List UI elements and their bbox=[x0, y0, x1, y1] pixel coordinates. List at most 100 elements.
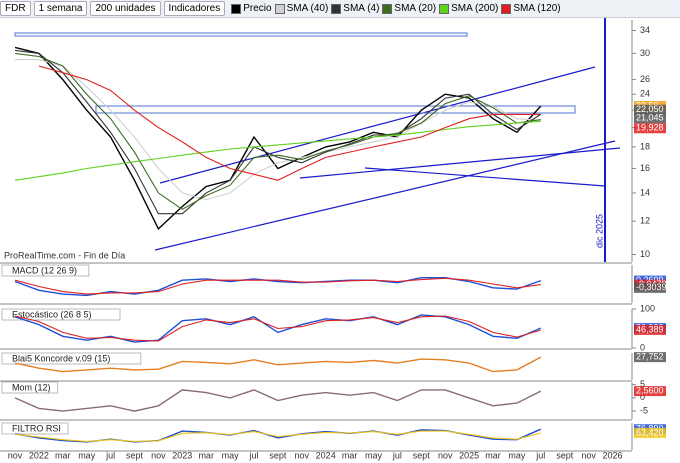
series-line bbox=[15, 59, 541, 201]
series-line bbox=[14, 49, 542, 215]
x-tick-label: 2022 bbox=[29, 450, 49, 460]
panel-title-box bbox=[1, 264, 90, 277]
panel-title: MACD (12 26 9) bbox=[12, 265, 77, 275]
x-tick-label: jul bbox=[392, 450, 402, 460]
y-tick-label: -5 bbox=[640, 405, 648, 415]
y-tick-label: 18 bbox=[640, 141, 650, 151]
y-tick-label: 0 bbox=[640, 392, 645, 402]
value-tag-label: 19,928 bbox=[636, 123, 664, 133]
legend-label: SMA (4) bbox=[343, 3, 380, 14]
y-tick-label: 10 bbox=[640, 249, 650, 259]
x-tick-label: nov bbox=[581, 450, 596, 460]
series-line bbox=[14, 356, 542, 373]
toolbar: FDR 1 semana 200 unidades Indicadores Pr… bbox=[0, 0, 680, 18]
indicators[interactable]: Indicadores bbox=[163, 1, 226, 16]
period[interactable]: 1 semana bbox=[33, 1, 88, 16]
value-tag bbox=[634, 104, 666, 115]
y-tick-label: 24 bbox=[640, 89, 650, 99]
x-tick-label: sept bbox=[556, 450, 574, 460]
x-tick-label: 2024 bbox=[316, 450, 336, 460]
legend-item[interactable]: SMA (120) bbox=[501, 3, 561, 14]
x-tick-label: nov bbox=[438, 450, 453, 460]
ticker[interactable]: FDR bbox=[0, 1, 31, 16]
legend-item[interactable]: SMA (200) bbox=[439, 3, 498, 14]
y-tick-label: 30 bbox=[640, 48, 650, 58]
source: ProRealTime.com - Fin de Día bbox=[4, 250, 125, 260]
panel-title-box bbox=[1, 422, 69, 435]
y-tick-label: 16 bbox=[640, 163, 650, 173]
legend-item[interactable]: SMA (4) bbox=[331, 3, 379, 14]
value-tag bbox=[634, 386, 666, 397]
series-line bbox=[14, 46, 542, 231]
x-tick-label: sept bbox=[413, 450, 431, 460]
legend-swatch bbox=[331, 3, 342, 14]
panel-title-box bbox=[1, 352, 142, 365]
legend-item[interactable]: Precio bbox=[231, 3, 272, 14]
units[interactable]: 200 unidades bbox=[90, 1, 161, 16]
value-tag-label: 27,752 bbox=[636, 352, 664, 362]
series-line bbox=[38, 65, 541, 181]
value-tag-label: 21,045 bbox=[636, 113, 664, 123]
x-tick-label: sept bbox=[126, 450, 144, 460]
panel-title: Mom (12) bbox=[12, 382, 51, 392]
legend-swatch bbox=[382, 3, 393, 14]
x-tick-label: mar bbox=[485, 450, 501, 460]
y-tick-label: 0 bbox=[640, 342, 645, 352]
x-tick-label: mar bbox=[55, 450, 71, 460]
x-tick-label: jul bbox=[535, 450, 545, 460]
legend-label: SMA (120) bbox=[513, 3, 561, 14]
x-tick-label: nov bbox=[295, 450, 310, 460]
value-tag-label: 46,389 bbox=[636, 324, 664, 334]
legend-item[interactable]: SMA (20) bbox=[382, 3, 436, 14]
y-tick-label: 12 bbox=[640, 216, 650, 226]
value-tag bbox=[634, 352, 666, 363]
panel-title: Estocástico (26 8 5) bbox=[12, 309, 92, 319]
x-tick-label: may bbox=[365, 450, 383, 460]
marker-label: dic 2025 bbox=[594, 214, 604, 248]
legend-swatch bbox=[231, 3, 242, 14]
x-tick-label: 2026 bbox=[602, 450, 622, 460]
value-tag bbox=[634, 123, 666, 134]
x-tick-label: mar bbox=[198, 450, 214, 460]
panel-title: FILTRO RSI bbox=[12, 423, 61, 433]
chart: 101214161820222426303422,5022,05021,0451… bbox=[0, 18, 667, 460]
y-tick-label: 100 bbox=[640, 303, 655, 313]
x-tick-label: may bbox=[78, 450, 96, 460]
legend: Precio SMA (40) SMA (4) SMA (20) SMA (200) SM… bbox=[228, 3, 561, 14]
legend-label: Precio bbox=[243, 3, 272, 14]
x-tick-label: may bbox=[222, 450, 240, 460]
x-tick-label: mar bbox=[342, 450, 358, 460]
y-tick-label: 14 bbox=[640, 187, 650, 197]
series-line bbox=[14, 52, 541, 210]
legend-swatch bbox=[439, 3, 450, 14]
value-tag-label: 63,420 bbox=[636, 427, 664, 437]
y-tick-label: 34 bbox=[640, 25, 650, 35]
x-tick-label: nov bbox=[151, 450, 166, 460]
legend-label: SMA (40) bbox=[286, 3, 329, 14]
series-line bbox=[14, 277, 541, 295]
y-tick-label: 5 bbox=[640, 379, 645, 389]
legend-swatch bbox=[274, 3, 285, 14]
x-tick-label: jul bbox=[105, 450, 115, 460]
panel-title-box bbox=[1, 308, 121, 321]
x-tick-label: may bbox=[508, 450, 526, 460]
series-line bbox=[14, 430, 541, 442]
series-line bbox=[14, 389, 542, 412]
legend-item[interactable]: SMA (40) bbox=[274, 3, 329, 14]
value-tag bbox=[634, 324, 666, 335]
legend-label: SMA (20) bbox=[394, 3, 437, 14]
legend-label: SMA (200) bbox=[451, 3, 499, 14]
trend-lines bbox=[14, 18, 621, 262]
series-line bbox=[14, 120, 541, 181]
value-tag-label: 22,050 bbox=[636, 104, 664, 114]
value-tag bbox=[634, 113, 666, 124]
series-line bbox=[14, 315, 541, 342]
legend-swatch bbox=[501, 3, 512, 14]
value-tag bbox=[634, 282, 666, 293]
value-tag bbox=[634, 427, 666, 438]
series-line bbox=[14, 428, 542, 443]
x-tick-label: 2023 bbox=[172, 450, 192, 460]
value-tag-label: -0,3039 bbox=[636, 282, 667, 292]
panel-title: Blai5 Koncorde v.09 (15) bbox=[12, 353, 110, 363]
